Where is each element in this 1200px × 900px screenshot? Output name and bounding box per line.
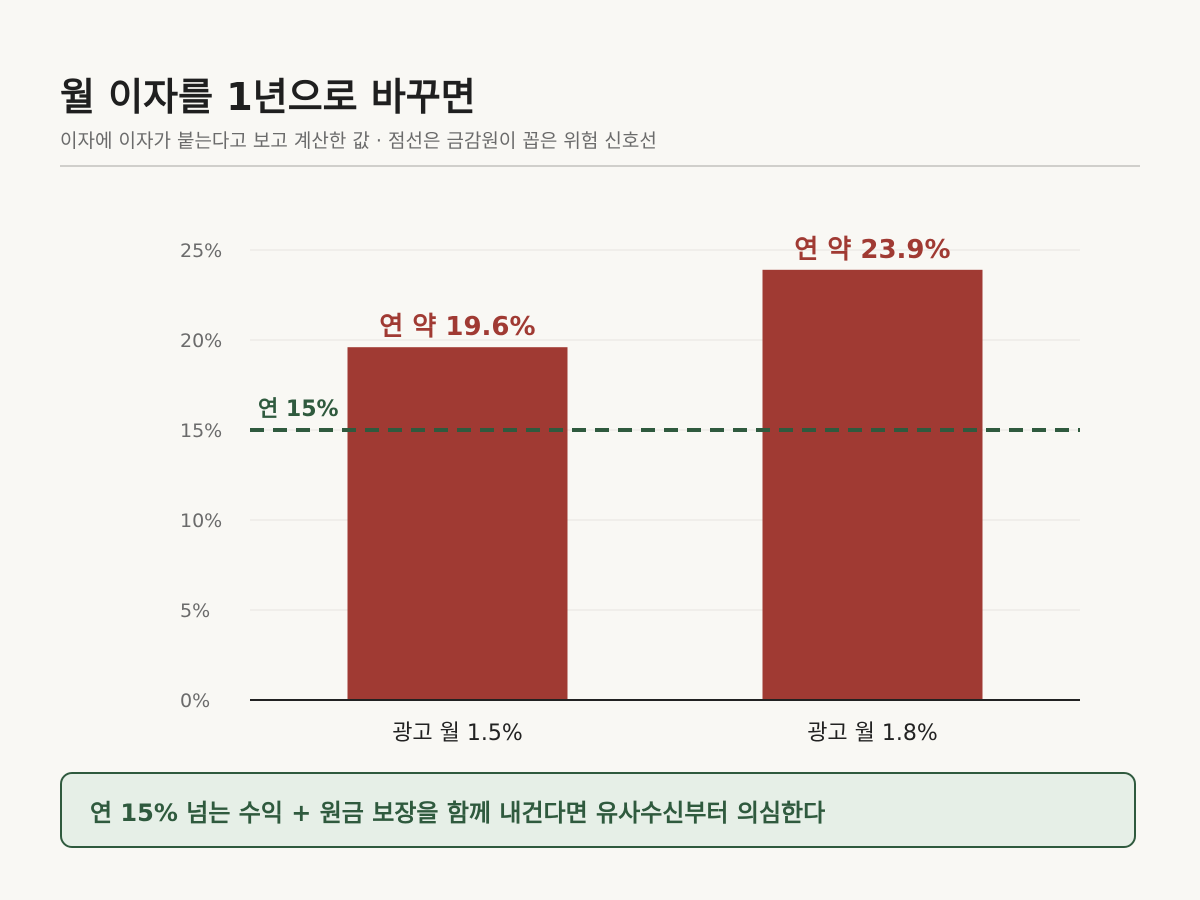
y-tick-label: 10% — [180, 510, 222, 532]
bar-value-label: 연 약 19.6% — [379, 312, 535, 342]
page-subtitle: 이자에 이자가 붙는다고 보고 계산한 값 · 점선은 금감원이 꼽은 위험 신… — [60, 130, 657, 152]
threshold-line-group: 연 15% — [250, 397, 1080, 432]
y-tick-label: 20% — [180, 330, 222, 352]
bar-value-label: 연 약 23.9% — [794, 235, 950, 265]
bar — [762, 269, 983, 700]
x-category-label: 광고 월 1.8% — [807, 721, 938, 746]
bars — [347, 269, 983, 700]
bar — [347, 347, 568, 700]
y-tick-label: 0% — [180, 690, 210, 712]
x-category-label: 광고 월 1.5% — [392, 721, 523, 746]
y-tick-label: 5% — [180, 600, 210, 622]
page-title: 월 이자를 1년으로 바꾸면 — [60, 75, 476, 119]
threshold-label: 연 15% — [258, 397, 339, 422]
x-axis-category-labels: 광고 월 1.5% 광고 월 1.8% — [392, 721, 938, 746]
y-tick-label: 25% — [180, 240, 222, 262]
y-tick-label: 15% — [180, 420, 222, 442]
warning-callout: 연 15% 넘는 수익 + 원금 보장을 함께 내건다면 유사수신부터 의심한다 — [60, 772, 1136, 848]
warning-callout-text: 연 15% 넘는 수익 + 원금 보장을 함께 내건다면 유사수신부터 의심한다 — [90, 798, 826, 827]
bar-value-labels: 연 약 19.6% 연 약 23.9% — [379, 235, 950, 342]
y-axis-tick-labels: 0% 5% 10% 15% 20% 25% — [180, 240, 222, 712]
header-divider — [60, 165, 1140, 167]
